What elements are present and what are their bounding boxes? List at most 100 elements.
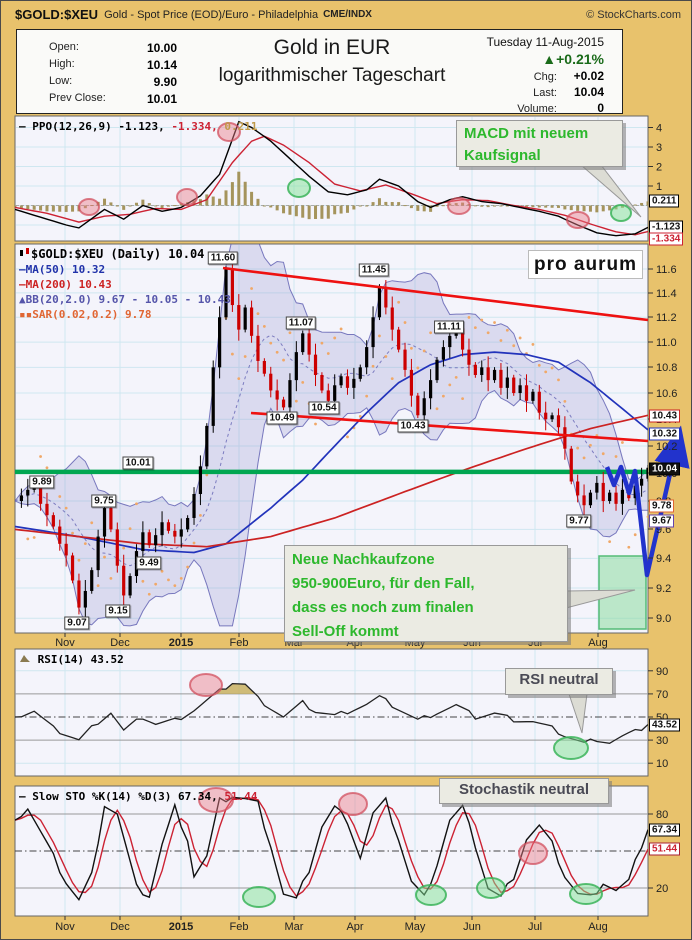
line-swatch-icon: —: [19, 263, 26, 276]
y-tick-label: 80: [656, 809, 668, 821]
month-label: Nov: [55, 637, 75, 649]
axis-callout: 67.34: [649, 823, 681, 837]
month-label: Jun: [463, 921, 481, 933]
macd-annotation-line2: Kaufsignal: [464, 147, 541, 164]
chg-value: +0.02: [573, 69, 604, 83]
stockcharts-credit-link[interactable]: © StockCharts.com: [586, 8, 681, 21]
y-tick-label: 20: [656, 883, 668, 895]
open-label: Open:: [49, 41, 79, 53]
ma200-legend: MA(200) 10.43: [25, 278, 112, 291]
rsi-legend-label: RSI(14) 43.52: [37, 653, 124, 666]
sto-legend: — Slow STO %K(14) %D(3) 67.34, 51.44: [19, 789, 257, 804]
ppo-legend: — PPO(12,26,9) -1.123, -1.334, 0.211: [19, 119, 257, 134]
price-callout: 11.07: [285, 316, 317, 330]
high-label: High:: [49, 58, 75, 70]
sto-plot: [15, 796, 648, 902]
month-label: 2015: [169, 637, 193, 649]
axis-callout: 0.211: [649, 194, 680, 208]
quote-info-panel: Open: 10.00 High: 10.14 Low: 9.90 Prev C…: [16, 29, 623, 115]
y-tick-label: 30: [656, 735, 668, 747]
buy-zone-line4: Sell-Off kommt: [292, 623, 399, 640]
macd-annotation-line1: MACD mit neuem: [464, 125, 589, 142]
ohlc-block: Open: 10.00 High: 10.14 Low: 9.90 Prev C…: [49, 41, 177, 106]
price-callout: 9.77: [566, 514, 592, 528]
sell-highlight-ellipse: [189, 673, 223, 697]
axis-callout: 10.32: [649, 427, 681, 441]
sell-highlight-ellipse: [198, 787, 234, 813]
y-tick-label: 90: [656, 666, 668, 678]
high-value: 10.14: [146, 58, 177, 72]
sell-highlight-ellipse: [338, 792, 368, 816]
prev-close-label: Prev Close:: [49, 92, 106, 104]
prev-close-value: 10.01: [146, 92, 177, 106]
ppo-value-hist: 0.211: [224, 120, 258, 133]
buy-highlight-ellipse: [476, 877, 506, 899]
axis-callout: 43.52: [649, 718, 681, 732]
month-label: Apr: [346, 921, 363, 933]
dots-swatch-icon: ▪▪: [19, 308, 33, 321]
axis-callout: 9.78: [649, 499, 675, 513]
month-label: Mar: [285, 921, 304, 933]
month-label: 2015: [169, 921, 193, 933]
sto-d-value: 51.44: [224, 790, 258, 803]
line-swatch-icon: —: [19, 790, 26, 803]
pro-aurum-logo: pro aurum: [528, 250, 643, 279]
ppo-plot: [15, 120, 648, 237]
candlestick-icon: [19, 248, 31, 261]
month-label: Aug: [588, 921, 608, 933]
y-tick-label: 3: [656, 142, 662, 154]
volume-value: 0: [597, 101, 604, 115]
price-callout: 9.15: [105, 604, 131, 618]
buy-zone-line1: Neue Nachkaufzone: [292, 551, 435, 568]
y-tick-label: 4: [656, 123, 662, 135]
axis-callout: 10.43: [649, 409, 681, 423]
y-tick-label: 11.2: [656, 312, 677, 324]
main-legend-symbol: $GOLD:$XEU (Daily) 10.04: [31, 247, 205, 261]
line-swatch-icon: —: [19, 278, 26, 291]
sell-highlight-ellipse: [78, 198, 100, 216]
volume-label: Volume:: [517, 103, 557, 115]
y-tick-label: 9.0: [656, 613, 671, 625]
y-tick-label: 11.6: [656, 264, 677, 276]
ppo-value-line: -1.123,: [118, 120, 165, 133]
last-value: 10.04: [573, 85, 604, 99]
symbol-label: $GOLD:$XEU: [15, 7, 99, 22]
buy-zone-line3: dass es noch zum finalen: [292, 599, 474, 616]
buy-highlight-ellipse: [242, 886, 276, 908]
y-tick-label: 9.2: [656, 583, 671, 595]
price-callout: 11.45: [358, 263, 390, 277]
month-label: Aug: [588, 637, 608, 649]
trendline: [222, 266, 649, 322]
month-label: Dec: [110, 921, 130, 933]
exchange-label: CME/INDX: [323, 9, 372, 20]
sell-highlight-ellipse: [217, 122, 241, 142]
price-callout: 11.11: [434, 320, 464, 334]
low-value: 9.90: [153, 75, 177, 89]
projection-arrow: [604, 425, 690, 578]
price-callout: 9.75: [91, 494, 117, 508]
price-callout: 10.49: [266, 411, 298, 425]
month-label: May: [405, 921, 426, 933]
price-callout: 10.01: [122, 456, 154, 470]
sto-neutral-box: Stochastik neutral: [439, 778, 609, 804]
bb-legend: BB(20,2.0) 9.67 - 10.05 - 10.43: [25, 293, 231, 306]
ppo-value-signal: -1.334,: [171, 120, 218, 133]
y-tick-label: 9.4: [656, 553, 671, 565]
month-label: Feb: [230, 921, 249, 933]
sell-highlight-ellipse: [566, 211, 590, 229]
buy-zone-annotation-box: Neue Nachkaufzone 950-900Euro, für den F…: [284, 545, 568, 642]
y-tick-label: 10.2: [656, 441, 677, 453]
buy-highlight-ellipse: [553, 736, 589, 760]
rsi-neutral-box: RSI neutral: [505, 668, 613, 695]
symbol-description: Gold - Spot Price (EOD)/Euro - Philadelp…: [104, 8, 319, 21]
price-callout: 10.54: [308, 401, 340, 415]
up-arrow-icon: ▲: [542, 51, 557, 67]
price-callout: 9.89: [29, 475, 55, 489]
area-swatch-icon: [19, 653, 31, 666]
rsi-legend: RSI(14) 43.52: [19, 652, 124, 667]
y-tick-label: 11.4: [656, 288, 677, 300]
month-label: Nov: [55, 921, 75, 933]
chg-label: Chg:: [533, 71, 557, 83]
